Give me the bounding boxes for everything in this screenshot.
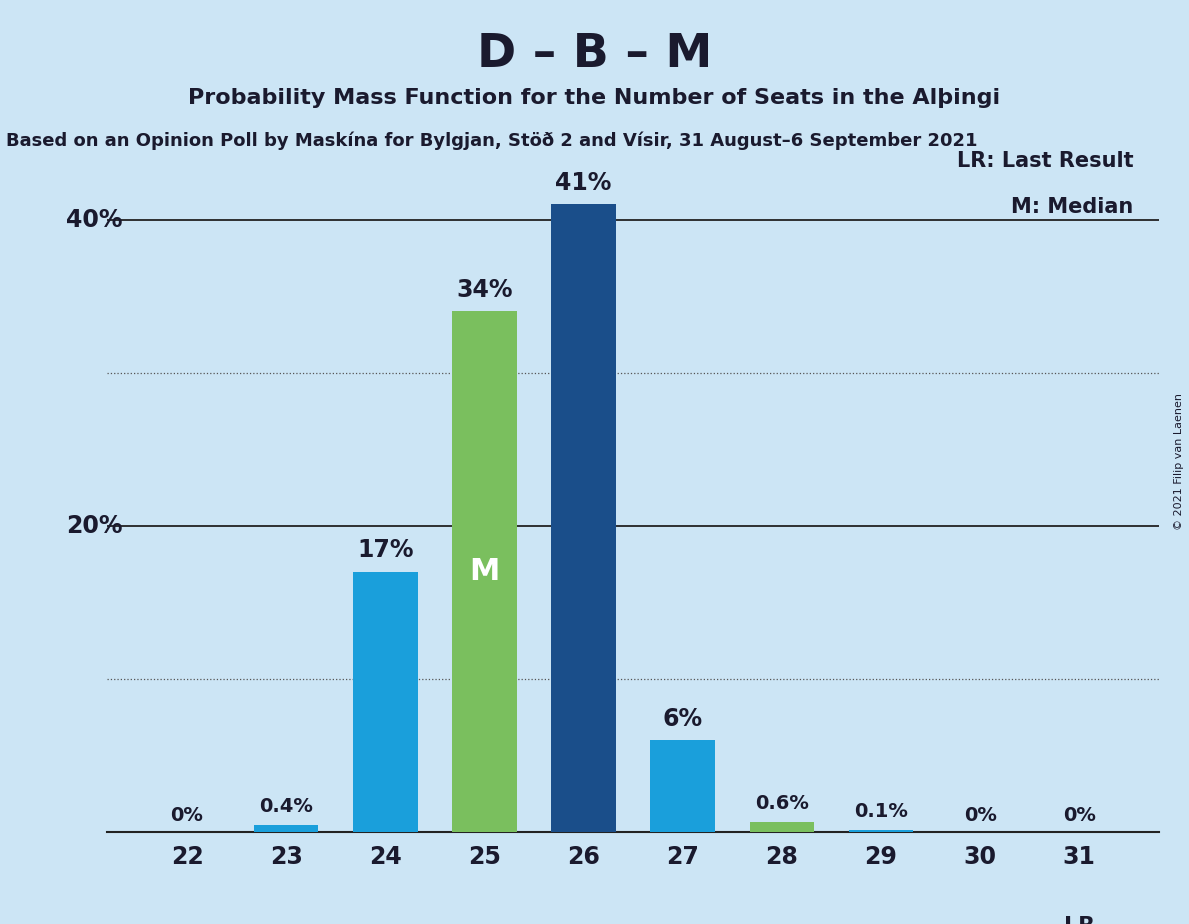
Text: 0%: 0%: [1063, 807, 1096, 825]
Bar: [254, 825, 319, 832]
Text: © 2021 Filip van Laenen: © 2021 Filip van Laenen: [1175, 394, 1184, 530]
Text: 17%: 17%: [357, 539, 414, 563]
Text: 0%: 0%: [963, 807, 996, 825]
Bar: [650, 740, 715, 832]
Text: 0.4%: 0.4%: [259, 797, 313, 816]
Bar: [749, 822, 814, 832]
Text: 0.6%: 0.6%: [755, 795, 809, 813]
Text: 41%: 41%: [555, 171, 612, 195]
Bar: [452, 311, 517, 832]
Text: 0.1%: 0.1%: [854, 802, 908, 821]
Text: LR: LR: [1064, 916, 1095, 924]
Text: M: Median: M: Median: [1012, 197, 1134, 217]
Text: Probability Mass Function for the Number of Seats in the Alþingi: Probability Mass Function for the Number…: [188, 88, 1001, 108]
Bar: [353, 572, 417, 832]
Text: 34%: 34%: [457, 278, 512, 302]
Text: D – B – M: D – B – M: [477, 32, 712, 78]
Bar: [552, 204, 616, 832]
Text: 20%: 20%: [67, 514, 122, 538]
Text: Based on an Opinion Poll by Maskína for Bylgjan, Stöð 2 and Vísir, 31 August–6 S: Based on an Opinion Poll by Maskína for …: [6, 131, 977, 150]
Text: 0%: 0%: [170, 807, 203, 825]
Text: 6%: 6%: [662, 707, 703, 731]
Bar: [849, 830, 913, 832]
Text: M: M: [470, 557, 499, 586]
Text: 40%: 40%: [67, 208, 122, 232]
Text: LR: Last Result: LR: Last Result: [957, 151, 1134, 171]
